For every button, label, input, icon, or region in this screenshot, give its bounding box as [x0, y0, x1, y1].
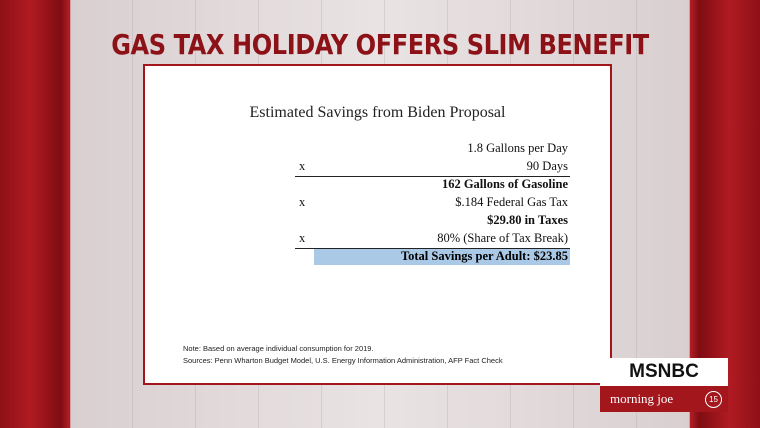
- headline: GAS TAX HOLIDAY OFFERS SLIM BENEFIT: [111, 28, 649, 61]
- network-logo: MSNBC: [600, 358, 728, 386]
- show-logo: morning joe 15: [600, 386, 728, 412]
- calc-row: x 90 Days: [295, 158, 570, 177]
- calc-row: x $.184 Federal Gas Tax: [295, 194, 570, 212]
- logo: MSNBC morning joe 15: [600, 358, 728, 412]
- calc-row: $29.80 in Taxes: [295, 212, 570, 230]
- total-row: Total Savings per Adult: $23.85: [314, 248, 570, 265]
- show-name: morning joe: [610, 391, 674, 406]
- calc-row: 162 Gallons of Gasoline: [295, 176, 570, 194]
- badge: 15: [705, 391, 722, 408]
- row-text: 1.8 Gallons per Day: [467, 141, 568, 155]
- row-text: 162 Gallons of Gasoline: [441, 177, 568, 191]
- note: Note: Based on average individual consum…: [183, 344, 374, 353]
- calc-row: 1.8 Gallons per Day: [295, 140, 570, 158]
- card: Estimated Savings from Biden Proposal To…: [143, 64, 612, 385]
- operator: x: [299, 159, 306, 173]
- row-text: 90 Days: [526, 159, 568, 173]
- calc-row: x 80% (Share of Tax Break): [295, 230, 570, 249]
- row-text: 80% (Share of Tax Break): [437, 231, 568, 245]
- row-text: $.184 Federal Gas Tax: [455, 195, 568, 209]
- total-text: Total Savings per Adult: $23.85: [400, 249, 568, 263]
- operator: x: [299, 231, 306, 245]
- note: Sources: Penn Wharton Budget Model, U.S.…: [183, 356, 503, 365]
- row-text: $29.80 in Taxes: [487, 213, 568, 227]
- card-title: Estimated Savings from Biden Proposal: [249, 104, 506, 121]
- operator: x: [299, 195, 306, 209]
